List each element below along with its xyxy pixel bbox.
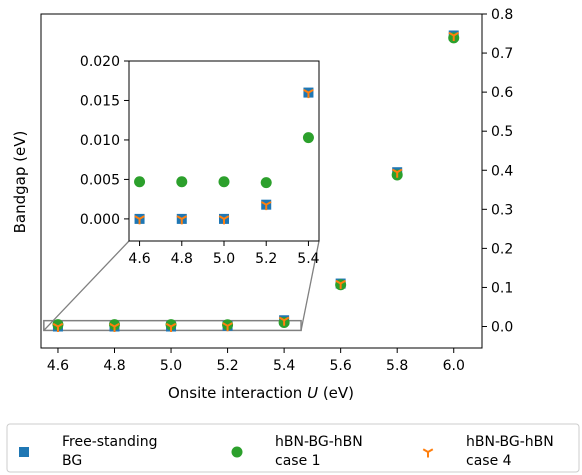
legend-label: case 1 bbox=[275, 453, 321, 469]
legend-marker bbox=[422, 448, 434, 458]
legend-label: hBN-BG-hBN bbox=[275, 434, 363, 450]
y-tick-label: 0.0 bbox=[491, 320, 513, 336]
data-point bbox=[165, 322, 177, 333]
y-tick-label: 0.5 bbox=[491, 124, 513, 140]
data-point bbox=[52, 319, 64, 331]
y-tick-label: 0.6 bbox=[491, 85, 513, 101]
x-tick-label: 5.0 bbox=[160, 358, 182, 374]
x-tick-label: 5.2 bbox=[216, 358, 238, 374]
inset-y-tick-label: 0.010 bbox=[80, 133, 120, 149]
x-tick-label: 5.4 bbox=[273, 358, 295, 374]
x-tick-label: 4.6 bbox=[47, 358, 69, 374]
data-point bbox=[391, 168, 403, 178]
inset-data-point bbox=[176, 215, 188, 225]
data-point bbox=[52, 322, 64, 333]
inset-y-tick-label: 0.005 bbox=[80, 172, 120, 188]
inset-x-tick-label: 5.4 bbox=[297, 251, 319, 267]
x-tick-label: 5.6 bbox=[330, 358, 352, 374]
legend-label: case 4 bbox=[466, 453, 512, 469]
x-tick-label: 5.8 bbox=[386, 358, 408, 374]
inset-y-tick-label: 0.020 bbox=[80, 54, 120, 70]
data-point bbox=[448, 31, 460, 41]
legend-box bbox=[6, 423, 580, 473]
inset-y-tick-label: 0.015 bbox=[80, 93, 120, 109]
y-tick-label: 0.3 bbox=[491, 202, 513, 218]
inset-y-tick-label: 0.000 bbox=[80, 212, 120, 228]
y-tick-label: 0.4 bbox=[491, 163, 513, 179]
y-tick-label: 0.7 bbox=[491, 46, 513, 62]
y-axis-label: Bandgap (eV) bbox=[11, 131, 29, 234]
inset-data-point bbox=[134, 215, 145, 225]
legend-label: Free-standing bbox=[62, 434, 158, 450]
data-point bbox=[335, 279, 346, 290]
legend-marker bbox=[231, 446, 243, 458]
zoom-connector-line bbox=[300, 240, 320, 331]
inset-data-point bbox=[134, 176, 146, 188]
data-point bbox=[109, 319, 120, 331]
y-tick-label: 0.8 bbox=[491, 7, 513, 23]
inset-x-tick-label: 4.6 bbox=[128, 251, 150, 267]
inset-x-tick-label: 5.0 bbox=[213, 251, 235, 267]
zoom-connector-line bbox=[43, 240, 130, 331]
legend-label: hBN-BG-hBN bbox=[466, 434, 554, 450]
data-point bbox=[278, 316, 290, 326]
inset-data-point bbox=[260, 177, 272, 189]
y-tick-label: 0.1 bbox=[491, 280, 513, 296]
x-tick-label: 6.0 bbox=[443, 358, 465, 374]
inset-data-point bbox=[303, 88, 314, 99]
inset-data-point bbox=[218, 176, 230, 188]
data-point bbox=[222, 322, 233, 332]
inset-x-tick-label: 5.2 bbox=[255, 251, 277, 267]
data-point bbox=[165, 319, 177, 331]
y-tick-label: 0.2 bbox=[491, 241, 513, 257]
inset-data-point bbox=[176, 176, 188, 188]
data-point bbox=[109, 322, 120, 333]
inset-data-point bbox=[302, 132, 314, 144]
inset-x-tick-label: 4.8 bbox=[171, 251, 193, 267]
legend-label: BG bbox=[62, 453, 82, 469]
inset-data-point bbox=[218, 215, 230, 225]
x-tick-label: 4.8 bbox=[103, 358, 125, 374]
inset-plot-background bbox=[129, 61, 319, 241]
main-plot-frame bbox=[40, 13, 483, 349]
x-axis-label: Onsite interaction U (eV) bbox=[168, 384, 354, 402]
legend-marker bbox=[19, 447, 29, 457]
inset-data-point bbox=[260, 201, 272, 211]
